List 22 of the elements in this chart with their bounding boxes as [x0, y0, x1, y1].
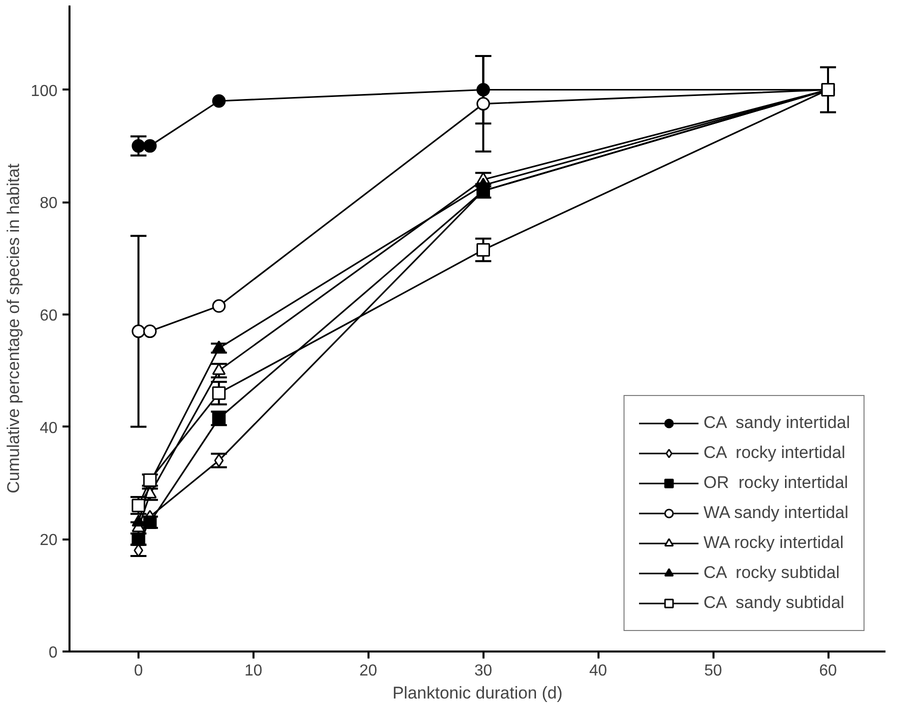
- x-tick-label: 60: [819, 662, 838, 680]
- x-tick-label: 20: [359, 662, 378, 680]
- y-tick-label: 60: [40, 307, 58, 324]
- y-tick-label: 0: [48, 644, 58, 662]
- legend-label: OR rocky intertidal: [704, 472, 848, 494]
- x-axis-title: Planktonic duration (d): [392, 684, 563, 702]
- x-tick-label: 10: [244, 662, 262, 680]
- legend-label: CA rocky subtidal: [704, 562, 840, 584]
- y-tick-label: 80: [40, 195, 58, 212]
- x-tick-label: 30: [474, 662, 492, 680]
- legend-label: WA sandy intertidal: [704, 502, 848, 524]
- y-tick-label: 40: [40, 420, 58, 437]
- y-tick-label: 20: [40, 532, 58, 550]
- x-tick-label: 50: [704, 662, 722, 680]
- legend-label: CA rocky intertidal: [704, 442, 846, 464]
- y-axis-title: Cumulative percentage of species in habitat: [4, 163, 23, 494]
- x-tick-label: 40: [589, 662, 608, 680]
- y-tick-label: 100: [30, 82, 58, 100]
- legend-label: WA rocky intertidal: [704, 532, 844, 554]
- legend-label: CA sandy subtidal: [704, 592, 844, 614]
- x-tick-label: 0: [134, 662, 144, 680]
- legend-label: CA sandy intertidal: [704, 412, 850, 434]
